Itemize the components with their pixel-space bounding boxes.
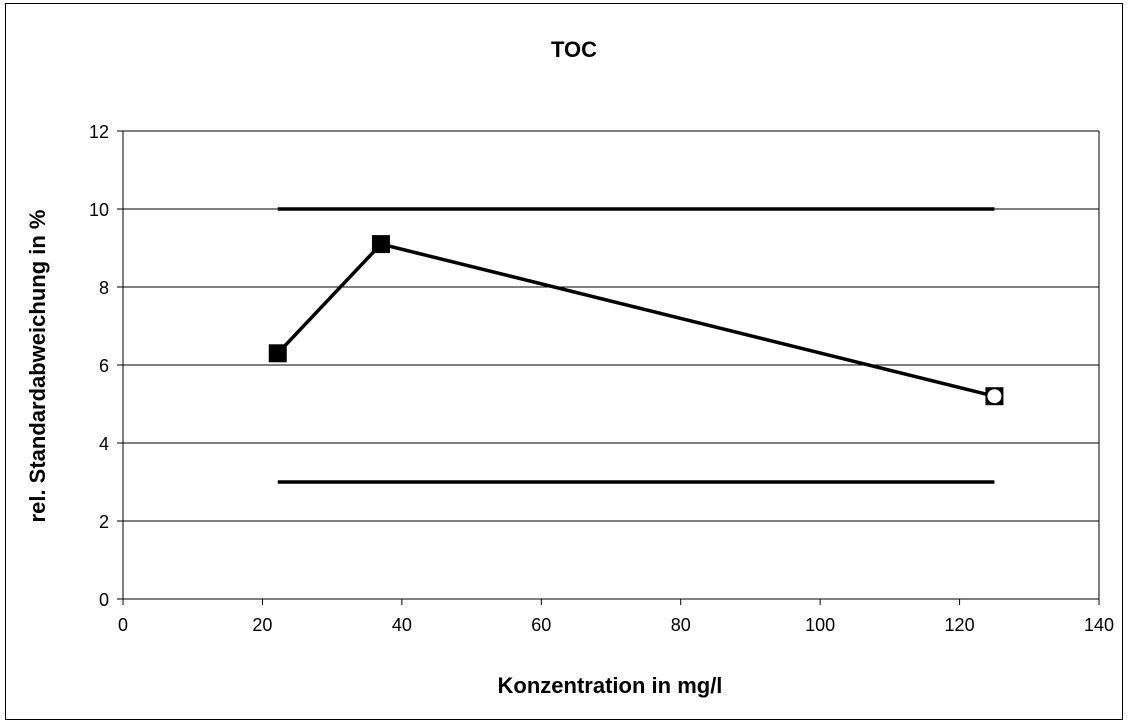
- y-tick-label-0: 0: [99, 590, 109, 610]
- y-tick-label-10: 10: [89, 200, 109, 220]
- series-0-line: [276, 242, 995, 398]
- y-tick-label-12: 12: [89, 122, 109, 142]
- x-tick-label-0: 0: [118, 615, 128, 635]
- x-tick-label-20: 20: [252, 615, 272, 635]
- y-tick-label-2: 2: [99, 512, 109, 532]
- y-tick-label-8: 8: [99, 278, 109, 298]
- series-layer: [268, 207, 1004, 484]
- series-0-point-0: [268, 344, 287, 363]
- x-tick-label-100: 100: [805, 615, 835, 635]
- series-0-point-2-inner: [987, 389, 1002, 404]
- x-tick-label-60: 60: [531, 615, 551, 635]
- axes: [117, 130, 1100, 605]
- chart-title: TOC: [551, 37, 597, 62]
- series-0-point-1: [371, 235, 390, 254]
- grid-lines: [123, 130, 1099, 522]
- chart-frame: [5, 3, 1123, 720]
- y-axis-title: rel. Standardabweichung in %: [25, 210, 50, 523]
- x-axis-title: Konzentration in mg/l: [498, 673, 723, 698]
- x-tick-label-120: 120: [945, 615, 975, 635]
- x-tick-label-40: 40: [392, 615, 412, 635]
- y-tick-label-4: 4: [99, 434, 109, 454]
- x-tick-label-140: 140: [1084, 615, 1114, 635]
- x-tick-label-80: 80: [671, 615, 691, 635]
- y-tick-label-6: 6: [99, 356, 109, 376]
